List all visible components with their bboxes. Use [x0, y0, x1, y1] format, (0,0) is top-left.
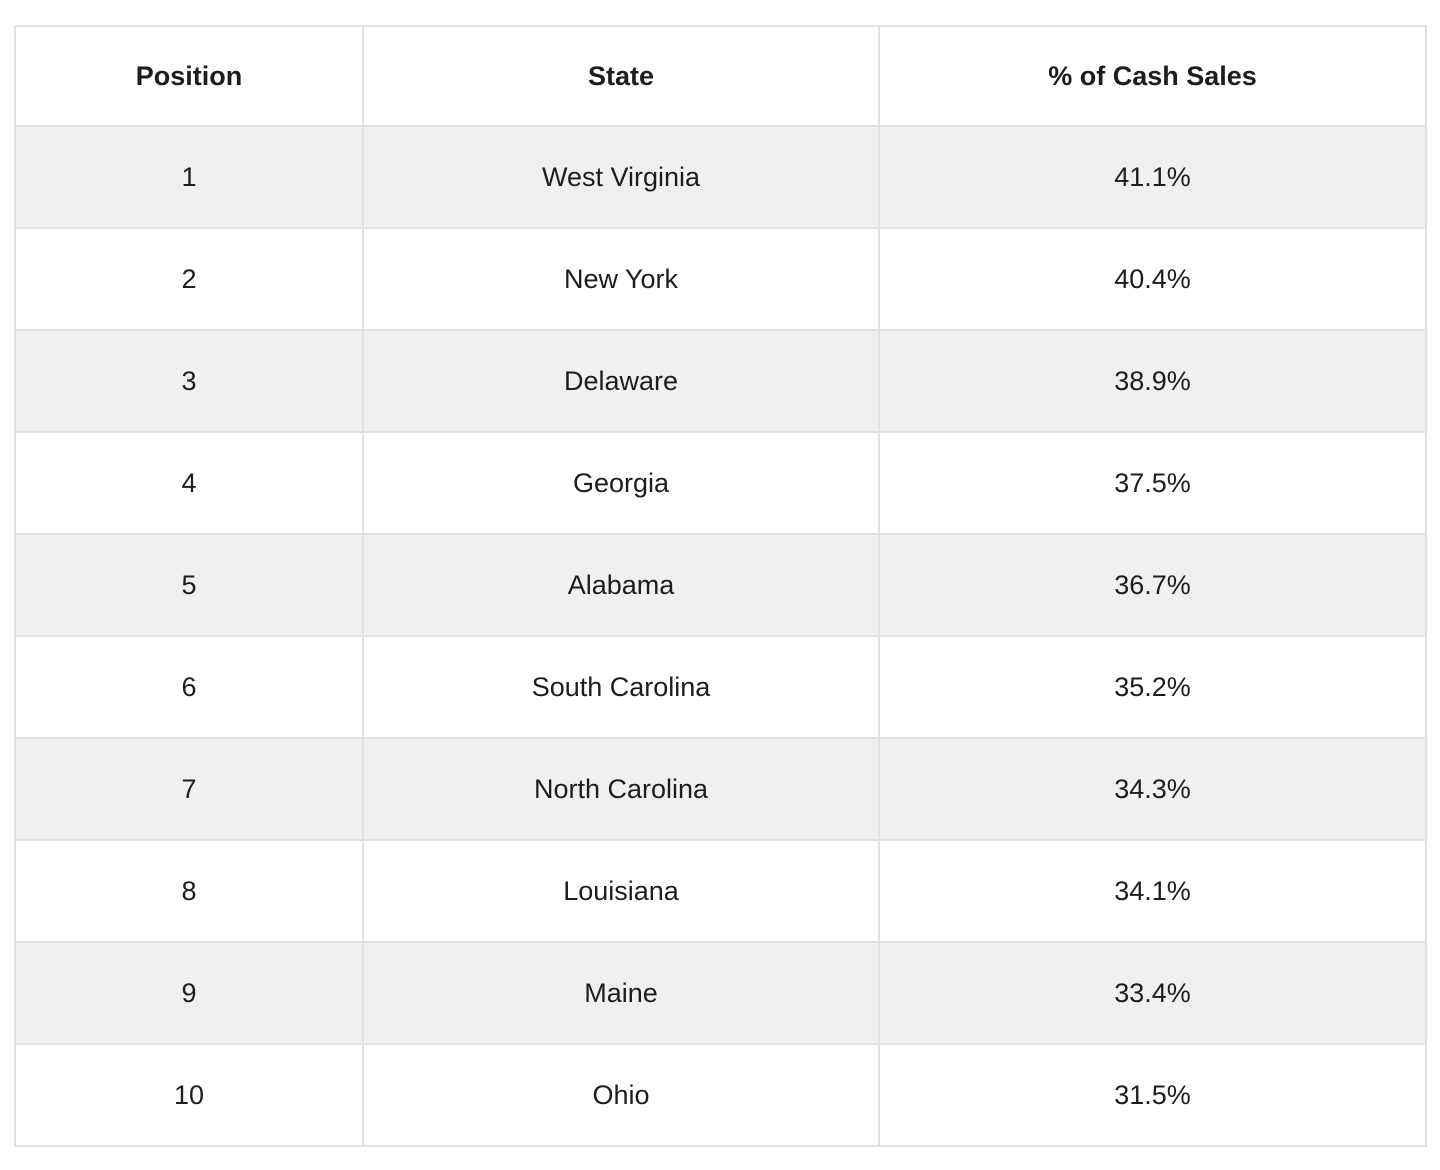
- state-cell: South Carolina: [362, 635, 880, 739]
- state-cell: New York: [362, 227, 880, 331]
- table-row: 1 West Virginia 41.1%: [14, 125, 1427, 229]
- pct-cell: 33.4%: [878, 941, 1427, 1045]
- cash-sales-table: Position State % of Cash Sales 1 West Vir…: [14, 25, 1427, 1147]
- position-cell: 2: [14, 227, 364, 331]
- position-cell: 3: [14, 329, 364, 433]
- table-row: 8 Louisiana 34.1%: [14, 839, 1427, 943]
- position-cell: 9: [14, 941, 364, 1045]
- state-cell: Georgia: [362, 431, 880, 535]
- position-cell: 6: [14, 635, 364, 739]
- table-row: 6 South Carolina 35.2%: [14, 635, 1427, 739]
- table-body: 1 West Virginia 41.1% 2 New York 40.4% 3 Delawa…: [14, 125, 1427, 1147]
- state-cell: West Virginia: [362, 125, 880, 229]
- pct-cell: 40.4%: [878, 227, 1427, 331]
- table-row: 9 Maine 33.4%: [14, 941, 1427, 1045]
- pct-cell: 34.1%: [878, 839, 1427, 943]
- table-row: 2 New York 40.4%: [14, 227, 1427, 331]
- pct-cell: 35.2%: [878, 635, 1427, 739]
- header-pct-cash-sales: % of Cash Sales: [878, 25, 1427, 127]
- header-position: Position: [14, 25, 364, 127]
- state-cell: Ohio: [362, 1043, 880, 1147]
- table-row: 3 Delaware 38.9%: [14, 329, 1427, 433]
- pct-cell: 37.5%: [878, 431, 1427, 535]
- position-cell: 1: [14, 125, 364, 229]
- pct-cell: 36.7%: [878, 533, 1427, 637]
- state-cell: Alabama: [362, 533, 880, 637]
- table-row: 4 Georgia 37.5%: [14, 431, 1427, 535]
- pct-cell: 31.5%: [878, 1043, 1427, 1147]
- table-header: Position State % of Cash Sales: [14, 25, 1427, 127]
- pct-cell: 34.3%: [878, 737, 1427, 841]
- header-row: Position State % of Cash Sales: [14, 25, 1427, 127]
- table-row: 5 Alabama 36.7%: [14, 533, 1427, 637]
- state-cell: North Carolina: [362, 737, 880, 841]
- position-cell: 10: [14, 1043, 364, 1147]
- state-cell: Maine: [362, 941, 880, 1045]
- position-cell: 7: [14, 737, 364, 841]
- table-row: 10 Ohio 31.5%: [14, 1043, 1427, 1147]
- position-cell: 5: [14, 533, 364, 637]
- state-cell: Delaware: [362, 329, 880, 433]
- position-cell: 8: [14, 839, 364, 943]
- pct-cell: 41.1%: [878, 125, 1427, 229]
- state-cell: Louisiana: [362, 839, 880, 943]
- pct-cell: 38.9%: [878, 329, 1427, 433]
- table-row: 7 North Carolina 34.3%: [14, 737, 1427, 841]
- position-cell: 4: [14, 431, 364, 535]
- header-state: State: [362, 25, 880, 127]
